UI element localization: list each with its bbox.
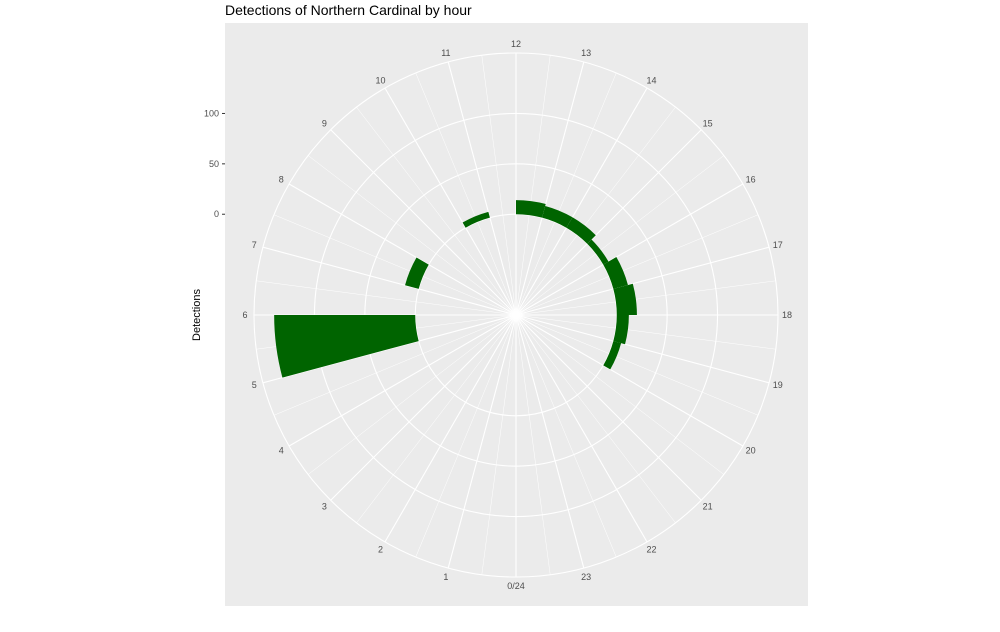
radial-gridline-minor [515, 106, 676, 316]
y-axis: 0 50 100 [204, 108, 225, 219]
radial-gridline-major [515, 314, 702, 501]
x-tick-label: 23 [581, 572, 591, 582]
radial-gridline-major [515, 183, 744, 316]
radial-gridline-major [447, 61, 517, 316]
radial-gridline-minor [356, 314, 517, 524]
radial-gridline-minor [515, 314, 776, 350]
bar-hour-10 [462, 211, 490, 228]
radial-gridline-major [515, 314, 744, 447]
x-tick-label: 4 [279, 446, 284, 456]
x-tick-label: 17 [773, 240, 783, 250]
radial-gridline-minor [515, 72, 617, 316]
radial-gridline-minor [515, 55, 551, 316]
radial-gridline-major [447, 314, 517, 569]
x-tick-label: 12 [511, 39, 521, 49]
bar-hour-14 [566, 217, 596, 244]
bar-hour-15 [587, 239, 609, 265]
radial-gridline-minor [256, 280, 517, 316]
radial-gridline-major [515, 129, 702, 316]
radial-gridline-major [384, 87, 517, 316]
x-tick-label: 15 [703, 118, 713, 128]
y-tick-label: 0 [214, 209, 219, 219]
radial-gridline-minor [515, 314, 551, 575]
grid [253, 52, 779, 578]
radial-gridline-minor [273, 214, 517, 316]
radial-gridline-minor [515, 314, 676, 524]
x-tick-label: 5 [252, 380, 257, 390]
radial-gridline-major [515, 314, 648, 543]
x-tick-label: 21 [703, 502, 713, 512]
radial-gridline-major [515, 246, 770, 316]
outer-circle [253, 52, 779, 578]
radial-gridline-minor [515, 314, 725, 475]
bars [274, 200, 637, 378]
radial-gridline-minor [515, 214, 759, 316]
radial-gridline-major [330, 129, 517, 316]
radial-gridline-minor [356, 106, 517, 316]
radial-gridline-major [288, 314, 517, 447]
bar-hour-7 [405, 257, 429, 289]
radial-gridline-minor [515, 155, 725, 316]
x-tick-label: 14 [646, 75, 656, 85]
y-tick-label: 100 [204, 108, 219, 118]
chart-title: Detections of Northern Cardinal by hour [225, 2, 472, 18]
y-axis-label: Detections [191, 289, 203, 341]
x-tick-label: 1 [443, 572, 448, 582]
radial-gridline-minor [307, 314, 517, 475]
radial-gridline-major [515, 314, 585, 569]
bar-hour-17 [613, 283, 637, 315]
radial-gridline-major [330, 314, 517, 501]
radial-gridline-minor [515, 280, 776, 316]
radial-gridline-major [288, 183, 517, 316]
x-tick-label: 13 [581, 48, 591, 58]
radial-gridline-minor [415, 72, 517, 316]
radial-gridline-minor [307, 155, 517, 316]
x-tick-label: 8 [279, 175, 284, 185]
bar-hour-16 [603, 257, 628, 289]
bar-hour-18 [613, 315, 629, 345]
y-tick-label: 50 [209, 159, 219, 169]
x-tick-label: 22 [646, 545, 656, 555]
x-tick-label: 11 [441, 48, 450, 58]
radial-gridline-minor [273, 314, 517, 416]
bar-hour-19 [603, 341, 622, 370]
radial-gridline-major [384, 314, 517, 543]
radial-gridline-minor [481, 314, 517, 575]
radial-gridline-minor [481, 55, 517, 316]
x-tick-label: 0/24 [507, 581, 525, 591]
x-tick-labels: 0/24123456789101112131415161718192021222… [242, 39, 792, 591]
bar-hour-13 [542, 205, 573, 228]
bar-hour-5 [274, 315, 419, 378]
x-tick-label: 9 [322, 118, 327, 128]
x-tick-label: 6 [242, 310, 247, 320]
radial-gridline-minor [415, 314, 517, 558]
x-tick-label: 16 [746, 175, 756, 185]
x-tick-label: 2 [378, 545, 383, 555]
radial-gridline-minor [515, 314, 617, 558]
x-tick-label: 18 [782, 310, 792, 320]
radial-gridline-major [262, 246, 517, 316]
radial-gridline-minor [515, 314, 759, 416]
radial-gridline-major [515, 314, 770, 384]
bar-hour-12 [516, 200, 546, 218]
x-tick-label: 20 [746, 446, 756, 456]
radial-gridline-major [515, 87, 648, 316]
radial-gridline-major [515, 61, 585, 316]
x-tick-label: 7 [252, 240, 257, 250]
x-tick-label: 10 [375, 75, 385, 85]
x-tick-label: 19 [773, 380, 783, 390]
x-tick-label: 3 [322, 502, 327, 512]
